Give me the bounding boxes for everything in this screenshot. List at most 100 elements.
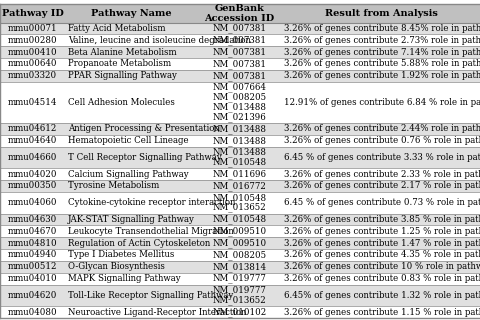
Text: NM_010548: NM_010548	[212, 193, 266, 203]
Text: Pathway Name: Pathway Name	[91, 9, 171, 18]
Text: NM_013488: NM_013488	[212, 136, 266, 146]
Text: NM_007664: NM_007664	[212, 83, 266, 92]
Bar	[0, 213, 480, 225]
Text: NM_008205: NM_008205	[212, 250, 266, 260]
Text: mmu04514: mmu04514	[8, 98, 57, 107]
Text: Antigen Processing & Presentation: Antigen Processing & Presentation	[68, 124, 219, 133]
Bar	[0, 70, 480, 82]
Text: 6.45 % of genes contribute 0.73 % role in pathway: 6.45 % of genes contribute 0.73 % role i…	[284, 198, 480, 207]
Bar	[0, 58, 480, 70]
Text: Toll-Like Receptor Signalling Pathway: Toll-Like Receptor Signalling Pathway	[68, 291, 233, 300]
Bar	[0, 180, 480, 192]
Text: Hematopoietic Cell Lineage: Hematopoietic Cell Lineage	[68, 136, 188, 145]
Text: 3.26% of genes contribute 1.47 % role in pathway: 3.26% of genes contribute 1.47 % role in…	[284, 239, 480, 248]
Text: NM_013488: NM_013488	[212, 124, 266, 134]
Text: JAK-STAT Signalling Pathway: JAK-STAT Signalling Pathway	[68, 215, 194, 224]
Text: mmu04670: mmu04670	[8, 227, 57, 236]
Text: Regulation of Actin Cytoskeleton: Regulation of Actin Cytoskeleton	[68, 239, 210, 248]
Text: 3.26% of genes contribute 4.35 % role in pathway: 3.26% of genes contribute 4.35 % role in…	[284, 251, 480, 260]
Text: 3.26% of genes contribute 5.88% role in pathway: 3.26% of genes contribute 5.88% role in …	[284, 60, 480, 68]
Bar	[0, 82, 480, 123]
Text: Neuroactive Ligand-Receptor Interaction: Neuroactive Ligand-Receptor Interaction	[68, 308, 246, 316]
Text: mmu04020: mmu04020	[8, 170, 57, 179]
Text: NM_013488: NM_013488	[212, 148, 266, 157]
Bar	[0, 22, 480, 34]
Text: mmu03320: mmu03320	[8, 71, 57, 80]
Text: Beta Alanine Metabolism: Beta Alanine Metabolism	[68, 48, 176, 57]
Text: mmu04010: mmu04010	[8, 274, 57, 283]
Bar	[0, 123, 480, 135]
Bar	[0, 192, 480, 213]
Text: NM_007381: NM_007381	[212, 24, 266, 33]
Text: 3.26% of genes contribute 1.25 % role in pathway: 3.26% of genes contribute 1.25 % role in…	[284, 227, 480, 236]
Text: Calcium Signalling Pathway: Calcium Signalling Pathway	[68, 170, 188, 179]
Text: 3.26% of genes contribute 10 % role in pathway: 3.26% of genes contribute 10 % role in p…	[284, 262, 480, 271]
Bar	[0, 284, 480, 306]
Text: Tyrosine Metabolism: Tyrosine Metabolism	[68, 181, 159, 190]
Text: Propanoate Metabolism: Propanoate Metabolism	[68, 60, 171, 68]
Bar	[0, 237, 480, 249]
Text: Result from Analysis: Result from Analysis	[324, 9, 437, 18]
Text: mmu04810: mmu04810	[8, 239, 57, 248]
Bar	[0, 4, 480, 22]
Text: NM_013488: NM_013488	[212, 102, 266, 112]
Text: NM_013652: NM_013652	[212, 203, 265, 212]
Text: mmu00640: mmu00640	[8, 60, 57, 68]
Text: Cytokine-cytokine receptor interaction: Cytokine-cytokine receptor interaction	[68, 198, 235, 207]
Text: NM_019777: NM_019777	[212, 286, 266, 295]
Text: mmu00410: mmu00410	[8, 48, 57, 57]
Text: NM_013652: NM_013652	[212, 295, 265, 305]
Text: 3.26% of genes contribute 2.33 % role in pathway: 3.26% of genes contribute 2.33 % role in…	[284, 170, 480, 179]
Text: NM_013814: NM_013814	[212, 262, 266, 272]
Text: mmu00071: mmu00071	[8, 24, 57, 33]
Bar	[0, 34, 480, 46]
Text: T Cell Receptor Signalling Pathway: T Cell Receptor Signalling Pathway	[68, 153, 221, 162]
Text: mmu04080: mmu04080	[8, 308, 57, 316]
Text: 3.26% of genes contribute 2.44% role in pathway: 3.26% of genes contribute 2.44% role in …	[284, 124, 480, 133]
Text: mmu04940: mmu04940	[8, 251, 57, 260]
Text: NM_007381: NM_007381	[212, 59, 266, 69]
Text: mmu00280: mmu00280	[8, 36, 57, 45]
Text: Leukocyte Transendothelial Migration: Leukocyte Transendothelial Migration	[68, 227, 233, 236]
Text: 3.26% of genes contribute 3.85 % role in pathway: 3.26% of genes contribute 3.85 % role in…	[284, 215, 480, 224]
Bar	[0, 306, 480, 318]
Text: Type I Diabetes Mellitus: Type I Diabetes Mellitus	[68, 251, 174, 260]
Text: 3.26% of genes contribute 7.14% role in pathway: 3.26% of genes contribute 7.14% role in …	[284, 48, 480, 57]
Bar	[0, 273, 480, 284]
Bar	[0, 249, 480, 261]
Text: mmu04660: mmu04660	[8, 153, 57, 162]
Text: mmu04630: mmu04630	[8, 215, 57, 224]
Text: 6.45 % of genes contribute 3.33 % role in pathway: 6.45 % of genes contribute 3.33 % role i…	[284, 153, 480, 162]
Bar	[0, 225, 480, 237]
Text: 3.26% of genes contribute 8.45% role in pathway: 3.26% of genes contribute 8.45% role in …	[284, 24, 480, 33]
Text: mmu04060: mmu04060	[8, 198, 57, 207]
Text: 6.45% of genes contribute 1.32 % role in pathway: 6.45% of genes contribute 1.32 % role in…	[284, 291, 480, 300]
Text: 12.91% of genes contribute 6.84 % role in pathway: 12.91% of genes contribute 6.84 % role i…	[284, 98, 480, 107]
Text: NM_021396: NM_021396	[212, 112, 265, 122]
Text: NM_010548: NM_010548	[212, 215, 266, 224]
Text: PPAR Signalling Pathway: PPAR Signalling Pathway	[68, 71, 177, 80]
Text: Cell Adhesion Molecules: Cell Adhesion Molecules	[68, 98, 174, 107]
Text: NM_016772: NM_016772	[212, 181, 266, 191]
Text: Valine, leucine and isoleucine degradation: Valine, leucine and isoleucine degradati…	[68, 36, 250, 45]
Text: NM_010102: NM_010102	[212, 307, 266, 317]
Text: NM_007381: NM_007381	[212, 36, 266, 45]
Text: NM_019777: NM_019777	[212, 274, 266, 284]
Text: MAPK Signalling Pathway: MAPK Signalling Pathway	[68, 274, 180, 283]
Text: mmu04640: mmu04640	[8, 136, 57, 145]
Text: 3.26% of genes contribute 2.73% role in pathway: 3.26% of genes contribute 2.73% role in …	[284, 36, 480, 45]
Text: 3.26% of genes contribute 0.83 % role in pathway: 3.26% of genes contribute 0.83 % role in…	[284, 274, 480, 283]
Text: mmu04612: mmu04612	[8, 124, 57, 133]
Text: 3.26% of genes contribute 1.92% role in pathway: 3.26% of genes contribute 1.92% role in …	[284, 71, 480, 80]
Text: NM_009510: NM_009510	[212, 238, 266, 248]
Text: 3.26% of genes contribute 0.76 % role in pathway: 3.26% of genes contribute 0.76 % role in…	[284, 136, 480, 145]
Text: NM_008205: NM_008205	[212, 92, 266, 102]
Bar	[0, 168, 480, 180]
Text: NM_007381: NM_007381	[212, 71, 266, 81]
Text: 3.26% of genes contribute 1.15 % role in pathway: 3.26% of genes contribute 1.15 % role in…	[284, 308, 480, 316]
Text: Pathway ID: Pathway ID	[1, 9, 63, 18]
Text: NM_009510: NM_009510	[212, 227, 266, 236]
Bar	[0, 46, 480, 58]
Text: mmu00350: mmu00350	[8, 181, 57, 190]
Text: O-Glycan Biosynthesis: O-Glycan Biosynthesis	[68, 262, 165, 271]
